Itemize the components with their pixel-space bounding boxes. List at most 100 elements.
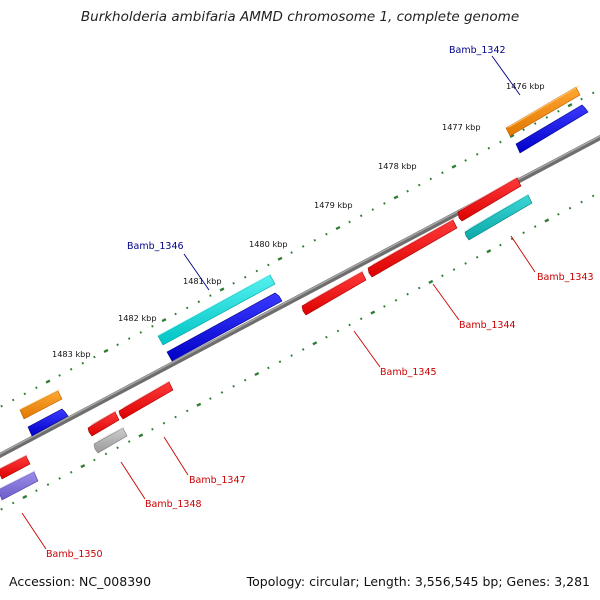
scale-tick-minor	[348, 220, 351, 224]
scale-tick-minor	[348, 323, 351, 327]
scale-tick-minor	[23, 392, 27, 396]
scale-label-1476: 1476 kbp	[506, 81, 545, 91]
scale-tick-minor	[545, 116, 549, 119]
feature-bamb-1350-gene[interactable]	[0, 454, 31, 480]
leader-bamb-1345	[353, 330, 381, 368]
scale-tick-minor	[11, 501, 15, 505]
scale-tick-major	[219, 287, 225, 292]
scale-tick-minor	[580, 97, 583, 101]
scale-tick-minor	[69, 471, 73, 474]
scale-tick-minor	[35, 489, 38, 492]
scale-tick-major	[103, 348, 109, 353]
scale-tick-minor	[383, 202, 386, 205]
gene-label-bamb-1344[interactable]: Bamb_1344	[459, 320, 516, 331]
scale-tick-minor	[69, 368, 73, 371]
scale-tick-minor	[591, 91, 595, 95]
scale-ticks-lower	[0, 194, 595, 511]
scale-tick-minor	[46, 483, 50, 486]
feature-bamb-1347-gene[interactable]	[118, 380, 174, 420]
leader-bamb-1347	[163, 436, 189, 476]
gene-label-bamb-1342[interactable]: Bamb_1342	[449, 45, 506, 56]
scale-tick-minor	[93, 355, 96, 359]
gene-label-bamb-1347[interactable]: Bamb_1347	[189, 475, 246, 486]
label-leader-lines	[21, 55, 536, 550]
feature-bamb-1348-gene[interactable]	[87, 410, 120, 437]
scale-tick-minor	[591, 194, 595, 198]
feature-bamb-1344-gene[interactable]	[367, 218, 458, 278]
scale-tick-major	[370, 310, 376, 315]
scale-tick-major	[312, 341, 318, 346]
feature-bamb-1343-gene[interactable]	[457, 176, 522, 222]
feature-bamb-1345-gene[interactable]	[301, 270, 367, 316]
gene-label-bamb-1345[interactable]: Bamb_1345	[380, 367, 437, 378]
scale-tick-minor	[0, 507, 3, 511]
scale-tick-minor	[406, 189, 409, 193]
scale-tick-minor	[162, 421, 166, 425]
scale-tick-minor	[127, 337, 131, 340]
scale-label-1480: 1480 kbp	[249, 239, 288, 249]
scale-tick-minor	[325, 335, 328, 339]
scale-tick-minor	[325, 232, 328, 236]
scale-tick-minor	[174, 312, 177, 316]
scale-tick-major	[22, 494, 28, 499]
scale-tick-minor	[267, 366, 270, 370]
gene-label-bamb-1343[interactable]: Bamb_1343	[537, 272, 594, 283]
scale-tick-minor	[243, 275, 247, 279]
scale-tick-minor	[267, 263, 270, 267]
scale-tick-minor	[209, 294, 212, 297]
gene-labels: Bamb_1342 Bamb_1346 Bamb_1343 Bamb_1344 …	[46, 45, 594, 560]
scale-tick-major	[428, 279, 434, 284]
feature-bamb-1342-gene[interactable]	[505, 86, 581, 137]
scale-tick-minor	[232, 282, 235, 285]
scale-tick-minor	[313, 239, 317, 242]
scale-tick-minor	[568, 206, 572, 210]
gene-label-bamb-1346[interactable]: Bamb_1346	[127, 241, 184, 252]
scale-tick-minor	[441, 274, 444, 278]
scale-tick-minor	[359, 214, 363, 218]
scale-tick-minor	[359, 317, 363, 321]
scale-tick-minor	[441, 171, 444, 175]
scale-tick-major	[161, 318, 167, 323]
scale-tick-major	[277, 256, 283, 261]
feature-bamb-1342-cds[interactable]	[515, 104, 589, 154]
scale-tick-minor	[557, 213, 560, 216]
scale-tick-minor	[93, 458, 96, 462]
scale-tick-minor	[174, 415, 177, 419]
scale-tick-major	[567, 103, 573, 108]
scale-tick-minor	[116, 343, 119, 347]
leader-bamb-1343	[510, 235, 536, 273]
scale-tick-minor	[522, 128, 525, 132]
scale-tick-minor	[104, 452, 108, 456]
scale-tick-major	[451, 164, 457, 169]
gene-label-bamb-1348[interactable]: Bamb_1348	[145, 499, 202, 510]
feature-bamb-1346-gene[interactable]	[157, 273, 276, 346]
scale-tick-minor	[394, 299, 398, 302]
scale-tick-minor	[255, 269, 259, 273]
feature-left-orange-gene[interactable]	[19, 389, 63, 420]
feature-bamb-1348-cds[interactable]	[93, 426, 128, 454]
accession-label: Accession: NC_008390	[9, 574, 152, 589]
scale-tick-minor	[232, 385, 235, 388]
scale-tick-minor	[139, 331, 143, 334]
feature-bamb-1343-cds[interactable]	[464, 193, 533, 241]
scale-tick-minor	[0, 404, 3, 408]
leader-bamb-1344	[432, 283, 460, 321]
forward-strand-features	[19, 86, 589, 437]
scale-tick-major	[393, 195, 399, 200]
reverse-strand-features	[0, 176, 533, 501]
feature-bamb-1346-cds[interactable]	[166, 292, 283, 362]
gene-label-bamb-1350[interactable]: Bamb_1350	[46, 549, 103, 560]
scale-tick-minor	[580, 200, 583, 204]
scale-tick-minor	[475, 153, 479, 156]
feature-left-blue-cds[interactable]	[27, 408, 69, 437]
scale-tick-minor	[35, 386, 38, 389]
map-title: Burkholderia ambifaria AMMD chromosome 1…	[80, 9, 520, 25]
scale-tick-minor	[533, 225, 537, 228]
scale-tick-major	[544, 218, 550, 223]
scale-ticks-upper	[0, 91, 595, 408]
feature-bamb-1350-cds[interactable]	[0, 470, 39, 501]
scale-tick-minor	[301, 348, 305, 351]
leader-bamb-1348	[120, 461, 146, 500]
